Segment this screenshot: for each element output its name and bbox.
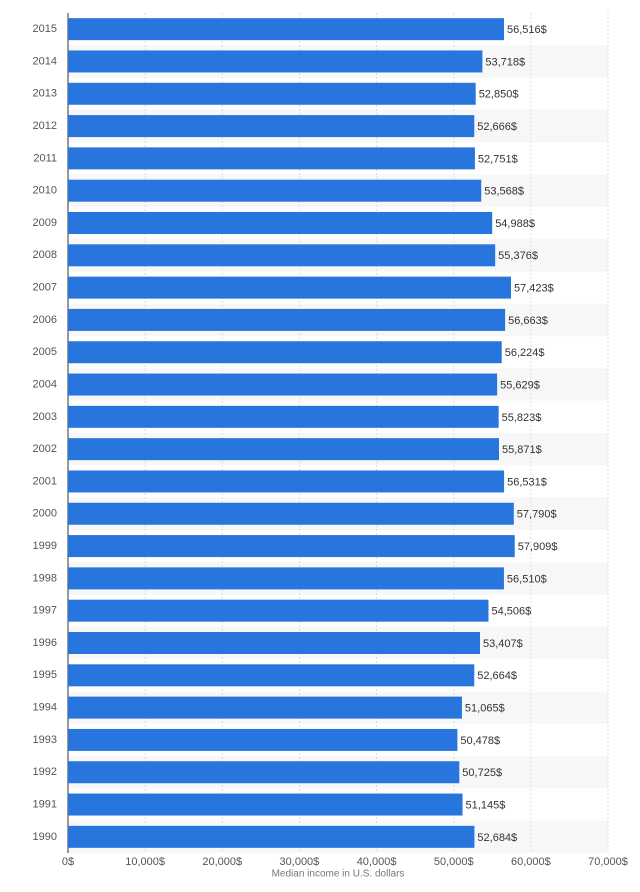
bar xyxy=(68,535,515,558)
bar xyxy=(68,147,475,170)
value-label: 53,568$ xyxy=(484,186,524,198)
x-tick-label: 50,000$ xyxy=(434,856,474,868)
value-label: 55,629$ xyxy=(500,379,540,391)
bar xyxy=(68,599,489,622)
y-tick-label: 2000 xyxy=(33,508,57,520)
bar xyxy=(68,470,505,493)
bar xyxy=(68,244,496,267)
value-label: 56,663$ xyxy=(508,315,548,327)
y-tick-label: 1997 xyxy=(33,605,57,617)
bar xyxy=(68,567,504,590)
bar xyxy=(68,341,502,364)
y-tick-label: 1994 xyxy=(33,702,57,714)
bar xyxy=(68,632,480,654)
value-label: 53,407$ xyxy=(483,638,523,650)
y-tick-label: 2011 xyxy=(33,152,57,164)
bar xyxy=(68,438,500,461)
y-tick-label: 2009 xyxy=(33,217,57,229)
value-label: 50,725$ xyxy=(462,767,502,779)
x-tick-label: 30,000$ xyxy=(280,856,320,868)
y-tick-label: 2004 xyxy=(33,378,57,390)
bar xyxy=(68,276,511,299)
value-label: 51,065$ xyxy=(465,703,505,715)
y-tick-label: 1995 xyxy=(33,669,57,681)
value-label: 55,823$ xyxy=(502,412,542,424)
y-tick-label: 2013 xyxy=(33,88,57,100)
value-label: 56,224$ xyxy=(505,347,545,359)
value-label: 52,751$ xyxy=(478,153,518,165)
bar xyxy=(68,82,476,105)
bar xyxy=(68,502,514,525)
y-tick-label: 2001 xyxy=(33,475,57,487)
y-tick-label: 2012 xyxy=(33,120,57,132)
value-label: 56,531$ xyxy=(507,476,547,488)
value-label: 57,909$ xyxy=(518,541,558,553)
bar xyxy=(68,825,475,848)
bar xyxy=(68,793,463,816)
y-tick-label: 2005 xyxy=(33,346,57,358)
y-tick-label: 1996 xyxy=(33,637,57,649)
y-tick-label: 1993 xyxy=(33,734,57,746)
y-tick-label: 2015 xyxy=(33,23,57,35)
bar xyxy=(68,179,482,202)
x-axis-title: Median income in U.S. dollars xyxy=(272,869,405,880)
value-label: 50,478$ xyxy=(460,735,500,747)
y-tick-label: 2007 xyxy=(33,282,57,294)
x-tick-label: 0$ xyxy=(62,856,74,868)
value-label: 56,510$ xyxy=(507,573,547,585)
x-tick-label: 10,000$ xyxy=(125,856,165,868)
value-label: 56,516$ xyxy=(507,24,547,36)
bar xyxy=(68,308,506,331)
bar xyxy=(68,212,493,234)
value-label: 52,684$ xyxy=(477,832,517,844)
y-tick-label: 1999 xyxy=(33,540,57,552)
y-tick-label: 2008 xyxy=(33,249,57,261)
value-label: 54,988$ xyxy=(495,218,535,230)
value-label: 55,376$ xyxy=(498,250,538,262)
x-tick-label: 20,000$ xyxy=(202,856,242,868)
value-label: 52,664$ xyxy=(477,670,517,682)
value-label: 54,506$ xyxy=(491,606,531,618)
bar xyxy=(68,405,499,428)
value-label: 52,850$ xyxy=(479,89,519,101)
bar xyxy=(68,115,475,138)
x-tick-label: 40,000$ xyxy=(357,856,397,868)
y-tick-label: 1990 xyxy=(33,831,57,843)
bar xyxy=(68,664,475,687)
y-tick-label: 2003 xyxy=(33,411,57,423)
bar xyxy=(68,728,458,751)
value-label: 53,718$ xyxy=(485,56,525,68)
value-label: 51,145$ xyxy=(466,799,506,811)
y-tick-label: 2010 xyxy=(33,185,57,197)
y-tick-label: 2006 xyxy=(33,314,57,326)
bar xyxy=(68,761,460,784)
value-label: 52,666$ xyxy=(477,121,517,133)
y-tick-label: 2014 xyxy=(33,55,57,67)
x-tick-label: 70,000$ xyxy=(588,856,628,868)
y-tick-label: 2002 xyxy=(33,443,57,455)
y-tick-label: 1998 xyxy=(33,572,57,584)
value-label: 57,790$ xyxy=(517,509,557,521)
bar xyxy=(68,50,483,73)
value-label: 57,423$ xyxy=(514,283,554,295)
y-tick-label: 1992 xyxy=(33,766,57,778)
value-label: 55,871$ xyxy=(502,444,542,456)
bar xyxy=(68,18,504,41)
x-tick-label: 60,000$ xyxy=(511,856,551,868)
bar xyxy=(68,696,462,719)
y-tick-label: 1991 xyxy=(33,798,57,810)
bar xyxy=(68,373,498,396)
